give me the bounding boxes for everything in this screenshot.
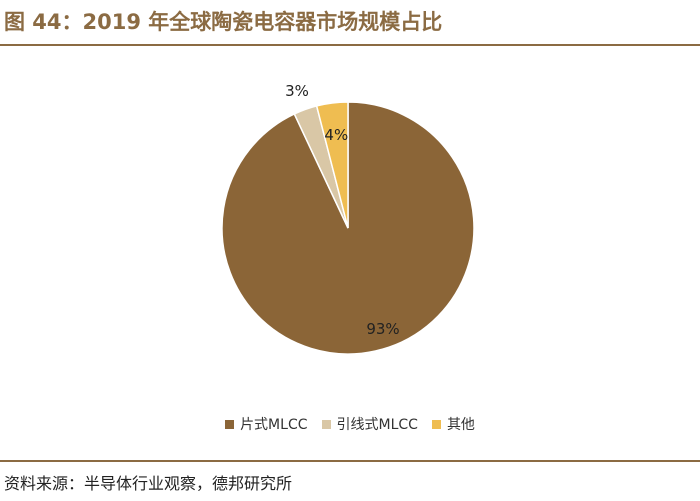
data-label-2: 3% xyxy=(285,82,309,100)
source-note: 资料来源：半导体行业观察，德邦研究所 xyxy=(4,474,293,493)
legend-swatch-2 xyxy=(321,419,331,429)
legend-label-3: 其他 xyxy=(446,417,475,433)
source-rule xyxy=(0,460,700,462)
data-label-1: 93% xyxy=(366,320,399,338)
pie-slice-3 xyxy=(315,101,349,229)
chart-legend: 片式MLCC 引线式MLCC 其他 xyxy=(0,414,700,434)
legend-item-1: 片式MLCC xyxy=(225,414,308,434)
legend-swatch-1 xyxy=(225,419,235,429)
legend-swatch-3 xyxy=(431,419,441,429)
data-label-3: 4% xyxy=(324,126,348,144)
legend-item-3: 其他 xyxy=(431,414,475,434)
legend-label-2: 引线式MLCC xyxy=(336,417,418,433)
title-rule xyxy=(0,44,700,46)
legend-label-1: 片式MLCC xyxy=(240,417,308,433)
pie-chart: 93% 3% 4% xyxy=(221,82,475,355)
chart-title: 图 44：2019 年全球陶瓷电容器市场规模占比 xyxy=(4,10,443,34)
legend-item-2: 引线式MLCC xyxy=(321,414,418,434)
